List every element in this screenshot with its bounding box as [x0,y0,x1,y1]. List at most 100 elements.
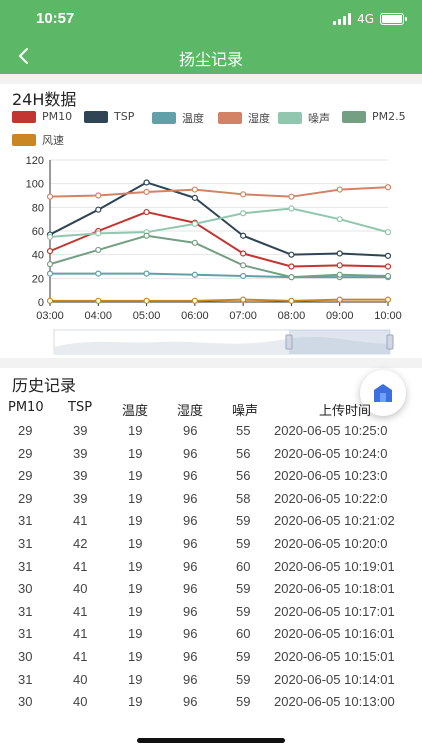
y-tick-label: 40 [32,250,44,262]
data-point [95,192,102,199]
data-point [288,205,295,212]
legend-item[interactable]: PM10 [12,110,72,123]
data-point [143,297,150,304]
home-indicator[interactable] [137,738,285,743]
status-icons: 4G [333,12,407,26]
legend-item[interactable]: PM2.5 [342,110,406,123]
status-bar: 10:57 4G [0,0,422,40]
legend-swatch [218,112,242,124]
series-line [49,207,389,238]
y-tick-label: 60 [32,226,44,238]
cell-pm10: 31 [18,535,33,551]
table-row: 31 41 19 96 59 2020-06-05 10:17:01 [0,601,422,624]
data-point [46,248,54,255]
data-point [191,220,198,228]
app-logo-icon [374,384,392,402]
table-row: 29 39 19 96 56 2020-06-05 10:24:0 [0,443,422,466]
cell-humidity: 96 [183,423,198,438]
data-point [384,263,392,270]
data-point [336,216,343,223]
cell-pm10: 30 [18,694,33,710]
cell-tsp: 41 [73,626,88,642]
cell-temperature: 19 [128,513,143,529]
data-point [384,229,392,236]
column-header-tsp: TSP [68,400,93,415]
legend-swatch [12,134,36,146]
cell-noise: 58 [236,490,251,506]
cell-tsp: 41 [73,558,88,574]
data-point [240,296,247,303]
legend-swatch [12,110,36,123]
table-row: 31 41 19 96 60 2020-06-05 10:19:01 [0,556,422,579]
data-point [336,250,343,257]
column-header-upload-time: 上传时间 [319,404,372,419]
cell-temperature: 19 [128,423,143,438]
table-row: 31 40 19 96 59 2020-06-05 10:14:01 [0,669,422,692]
table-row: 31 41 19 96 60 2020-06-05 10:16:01 [0,623,422,646]
legend-item[interactable]: TSP [84,110,134,123]
battery-icon [380,13,407,25]
data-point [143,270,150,277]
table-row: 29 39 19 96 58 2020-06-05 10:22:0 [0,488,422,511]
cell-upload-time: 2020-06-05 10:13:00 [274,694,395,710]
zoom-handle-right[interactable] [386,334,394,350]
cell-pm10: 31 [18,671,33,687]
cell-pm10: 31 [18,513,33,529]
data-point [95,246,102,254]
zoom-slider-window[interactable] [289,330,390,354]
data-point [95,206,102,213]
cell-temperature: 19 [128,626,143,642]
data-point [384,184,392,191]
legend-item[interactable]: 湿度 [218,110,270,126]
cell-noise: 56 [236,468,251,484]
data-point [46,261,54,268]
series-line [49,186,389,198]
data-point [191,271,198,278]
x-tick-label: 07:00 [229,310,257,322]
cell-tsp: 41 [73,603,88,619]
cell-noise: 59 [236,513,251,529]
history-table-body[interactable]: 29 39 19 96 55 2020-06-05 10:25:0 29 39 19 96 56 20… [0,420,422,720]
cell-upload-time: 2020-06-05 10:16:01 [274,626,395,642]
cell-upload-time: 2020-06-05 10:19:01 [274,558,395,574]
cell-temperature: 19 [128,648,143,664]
legend-swatch [84,110,108,123]
cell-tsp: 40 [73,694,88,710]
data-point [336,271,343,278]
data-point [191,194,198,201]
legend-label: PM2.5 [372,110,406,123]
y-tick-label: 0 [38,297,44,309]
table-row: 30 40 19 96 59 2020-06-05 10:18:01 [0,578,422,601]
cell-tsp: 41 [73,648,88,664]
data-point [384,272,392,280]
cell-humidity: 96 [183,581,198,597]
cell-noise: 56 [236,445,251,461]
cell-upload-time: 2020-06-05 10:21:02 [274,513,395,529]
cell-pm10: 31 [18,603,33,619]
header-bar: 10:57 4G 扬尘记录 [0,0,422,74]
cell-noise: 59 [236,535,251,551]
cell-humidity: 96 [183,445,198,461]
data-point [384,252,392,259]
signal-icon [333,13,352,25]
cell-humidity: 96 [183,558,198,574]
status-time: 10:57 [36,10,75,27]
data-point [336,262,343,269]
cell-pm10: 31 [18,626,33,642]
zoom-handle-left[interactable] [285,334,293,350]
series-line [49,234,389,279]
floating-action-button[interactable] [360,370,406,416]
table-row: 29 39 19 96 55 2020-06-05 10:25:0 [0,420,422,443]
cell-temperature: 19 [128,694,143,710]
data-point [191,186,198,193]
legend-item[interactable]: 噪声 [278,110,330,126]
cell-noise: 59 [236,603,251,619]
cell-upload-time: 2020-06-05 10:15:01 [274,648,395,664]
cell-temperature: 19 [128,468,143,484]
table-row: 31 42 19 96 59 2020-06-05 10:20:0 [0,533,422,556]
series-line [50,298,388,302]
back-button[interactable] [10,42,38,70]
legend-item[interactable]: 温度 [152,110,204,126]
legend-item[interactable]: 风速 [12,132,64,148]
series-line [50,272,388,279]
